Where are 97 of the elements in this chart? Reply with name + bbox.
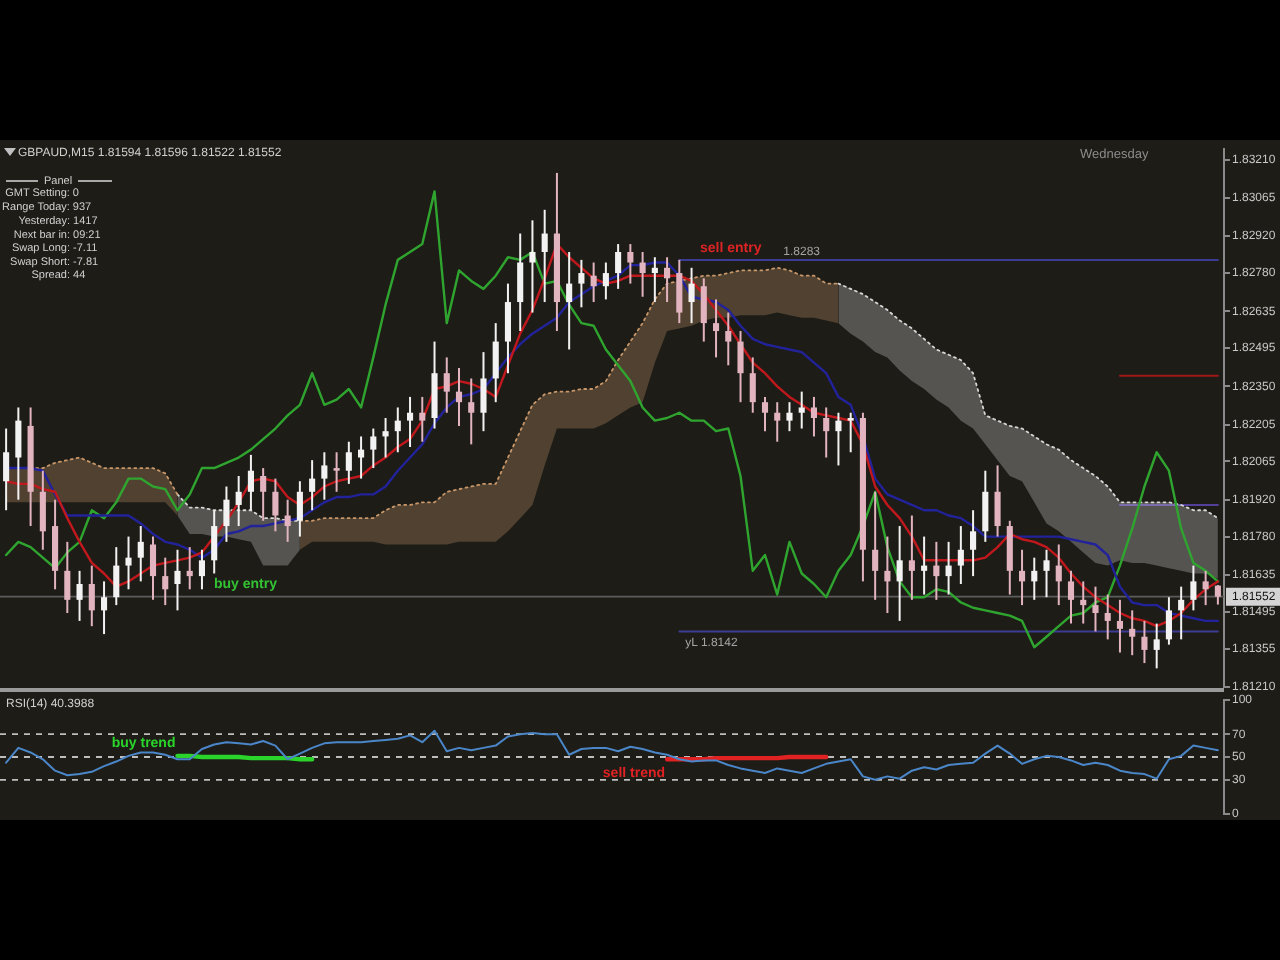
candlestick (749, 356, 756, 414)
candlestick (1214, 584, 1221, 606)
candlestick (1104, 593, 1111, 641)
candlestick (725, 311, 732, 367)
candlestick (835, 411, 842, 467)
candlestick (517, 232, 524, 333)
candlestick (321, 451, 328, 501)
candlestick (296, 480, 303, 538)
candlestick (639, 250, 646, 298)
candlestick (872, 490, 879, 601)
candlestick (260, 467, 267, 522)
candlestick (590, 261, 597, 304)
candlestick (566, 250, 573, 351)
candlestick (64, 540, 71, 615)
candlestick (578, 258, 585, 309)
candlestick (1055, 543, 1062, 607)
candlestick (1067, 569, 1075, 625)
candlestick (113, 546, 120, 607)
candlestick (761, 395, 769, 433)
candlestick (774, 401, 781, 443)
candlestick (370, 427, 377, 470)
candlestick (333, 451, 340, 493)
candlestick (1080, 580, 1087, 625)
candlestick (125, 535, 132, 591)
candlestick (1141, 619, 1148, 665)
candlestick (235, 474, 242, 528)
candlestick (957, 525, 964, 586)
candlestick (468, 377, 475, 446)
candlestick (137, 525, 144, 583)
candlestick (1178, 585, 1185, 641)
candlestick (419, 395, 426, 443)
candlestick (52, 498, 59, 591)
candlestick (786, 401, 793, 433)
candlestick (211, 509, 218, 575)
candlestick (247, 453, 254, 512)
candlestick (676, 258, 683, 325)
candlestick (627, 243, 634, 285)
candlestick (223, 485, 230, 543)
candlestick (1165, 596, 1172, 646)
candlestick (492, 322, 499, 404)
candlestick (39, 469, 46, 551)
candlestick (358, 435, 365, 480)
candlestick (3, 427, 10, 512)
candlestick (382, 417, 389, 459)
candlestick (945, 540, 952, 596)
candlestick (1043, 548, 1050, 599)
candlestick (162, 556, 169, 607)
candlestick (664, 256, 671, 304)
candlestick (480, 351, 487, 433)
candlestick (149, 535, 157, 601)
candlestick (76, 569, 83, 622)
candlestick (884, 535, 891, 615)
candlestick (1129, 609, 1136, 657)
candlestick (1031, 556, 1038, 601)
candlestick (737, 330, 744, 404)
candlestick (982, 469, 989, 543)
candlestick (921, 535, 928, 596)
candlestick (896, 525, 903, 622)
candlestick (1116, 598, 1124, 654)
candlestick (712, 298, 720, 359)
candlestick (431, 340, 438, 430)
candlestick (798, 390, 805, 430)
candlestick (1092, 585, 1099, 633)
candlestick (823, 406, 830, 459)
candlestick (602, 261, 609, 301)
candlestick (186, 546, 193, 591)
candlestick (443, 356, 450, 414)
candlestick (933, 540, 940, 601)
candlestick (100, 580, 108, 636)
candlestick (688, 266, 695, 325)
candlestick (174, 548, 181, 612)
candlestick (88, 564, 95, 628)
candlestick (309, 459, 316, 512)
candlestick (1006, 519, 1013, 596)
candlestick (615, 243, 622, 290)
candlestick (1153, 622, 1160, 670)
candlestick (970, 509, 977, 578)
candlestick (284, 498, 291, 543)
candlestick (908, 514, 915, 601)
candlestick (1202, 569, 1209, 607)
candlestick (455, 366, 463, 427)
candlestick (272, 477, 279, 533)
candlestick (700, 277, 707, 343)
candlestick (651, 256, 658, 304)
candlestick (1018, 548, 1026, 607)
candlestick (504, 282, 512, 375)
candlestick (847, 411, 854, 454)
candlestick (15, 406, 22, 501)
candlestick (541, 208, 548, 304)
candlestick (394, 406, 401, 454)
candlestick (198, 548, 206, 591)
candlestick (529, 219, 536, 314)
candlestick (406, 395, 414, 448)
candlestick (994, 464, 1001, 538)
candlestick (810, 395, 818, 438)
candlestick (1190, 564, 1197, 612)
candlestick (345, 440, 352, 485)
